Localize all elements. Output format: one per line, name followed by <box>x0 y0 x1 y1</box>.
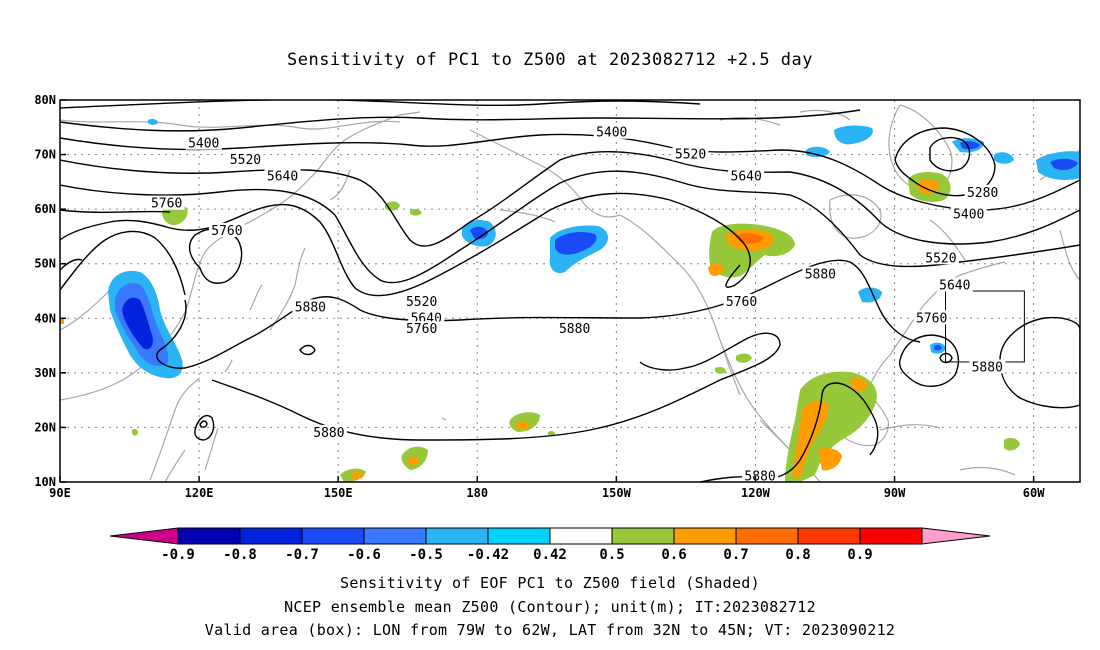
contour-label-bg <box>310 424 347 439</box>
contour-label: 5640 <box>267 169 298 184</box>
axis-ticks: 90E 120E 150E 180 150W 120W 90W 60W 10N 20N 30N 40N… <box>34 93 1045 500</box>
contour-label-bg <box>556 321 593 336</box>
contour-label-bg <box>964 184 1001 199</box>
contour-label: 5880 <box>805 268 836 283</box>
colorbar-segment <box>301 527 365 545</box>
lon-tick-label: 120E <box>185 486 214 500</box>
contour-label-bg <box>913 310 950 325</box>
contour-label-bg <box>292 299 329 314</box>
contour-label-bg <box>227 152 264 167</box>
contour-label: 5520 <box>406 295 437 310</box>
colorbar-segment <box>425 527 489 545</box>
colorbar-label: 0.6 <box>661 547 686 563</box>
colorbar-segment <box>797 527 861 545</box>
lat-tick-label: 60N <box>34 202 56 216</box>
colorbar-low-triangle <box>109 527 179 545</box>
colorbar-label: 0.7 <box>723 547 748 563</box>
colorbar-segment <box>735 527 799 545</box>
contour-label-bg <box>723 293 760 308</box>
contour-labels: 5400 5520 5640 5760 5760 5880 5520 5640 5760 5880… <box>148 124 1006 485</box>
contour-label-bg <box>264 168 301 183</box>
contour-label-bg <box>408 310 445 325</box>
contour-label-bg <box>593 124 630 139</box>
caption-line-1: Sensitivity of EOF PC1 to Z500 field (Sh… <box>340 574 760 592</box>
contour-label-bg <box>728 168 765 183</box>
colorbar-label: -0.8 <box>223 547 257 563</box>
lon-tick-label: 150W <box>602 486 632 500</box>
colorbar-label: -0.5 <box>409 547 443 563</box>
contour-label-bg <box>185 135 222 150</box>
contour-label-bg <box>922 250 959 265</box>
contour-label-bg <box>969 359 1006 374</box>
contour-label: 5760 <box>211 224 242 239</box>
contour-label: 5520 <box>230 153 261 168</box>
colorbar-high-triangle <box>921 527 991 545</box>
caption-line-3: Valid area (box): LON from 79W to 62W, L… <box>204 621 896 639</box>
contour-label: 5400 <box>953 208 984 223</box>
contour-label: 5760 <box>151 197 182 212</box>
colorbar: -0.9 -0.8 -0.7 -0.6 -0.5 -0.42 0.42 0.5 0.6 0.7 0.… <box>109 527 991 563</box>
colorbar-label: 0.9 <box>847 547 872 563</box>
contour-label: 5880 <box>295 300 326 315</box>
colorbar-segment <box>859 527 923 545</box>
contour-label: 5760 <box>916 311 947 326</box>
contour-label-bg <box>208 222 245 237</box>
colorbar-label: 0.5 <box>599 547 624 563</box>
contour-label-bg <box>148 195 185 210</box>
contour-label-bg <box>672 146 709 161</box>
colorbar-label: 0.8 <box>785 547 810 563</box>
colorbar-segment <box>673 527 737 545</box>
contour-label-bg <box>403 293 440 308</box>
lat-tick-label: 50N <box>34 257 56 271</box>
colorbar-label: -0.42 <box>467 547 509 563</box>
lon-tick-label: 180 <box>466 486 488 500</box>
colorbar-segment <box>239 527 303 545</box>
lat-tick-label: 80N <box>34 93 56 107</box>
contour-label: 5400 <box>188 137 219 152</box>
sensitivity-shading <box>60 119 1080 482</box>
colorbar-segment <box>363 527 427 545</box>
contour-label: 5880 <box>972 360 1003 375</box>
lon-tick-label: 120W <box>741 486 771 500</box>
contour-label-bg <box>403 321 440 336</box>
contour-label: 5640 <box>939 279 970 294</box>
contour-label: 5880 <box>559 322 590 337</box>
contour-label-bg <box>936 277 973 292</box>
contour-label: 5520 <box>925 251 956 266</box>
lon-tick-label: 150E <box>324 486 353 500</box>
colorbar-segment <box>487 527 551 545</box>
lon-tick-label: 90W <box>884 486 906 500</box>
contour-label-bg <box>742 468 779 482</box>
contour-label: 5520 <box>675 148 706 163</box>
lat-tick-label: 20N <box>34 420 56 434</box>
contour-label-bg <box>802 266 839 281</box>
contour-label: 5760 <box>406 322 437 337</box>
contour-label: 5280 <box>967 186 998 201</box>
contour-label: 5640 <box>731 169 762 184</box>
colorbar-label: -0.6 <box>347 547 381 563</box>
contour-label: 5880 <box>313 426 344 441</box>
map-frame <box>59 99 1081 483</box>
lat-tick-label: 30N <box>34 366 56 380</box>
colorbar-segment <box>611 527 675 545</box>
colorbar-segment <box>177 527 241 545</box>
lon-tick-label: 60W <box>1023 486 1045 500</box>
colorbar-segment <box>549 527 613 545</box>
contour-label: 5400 <box>596 126 627 141</box>
colorbar-label: -0.9 <box>161 547 195 563</box>
map-title: Sensitivity of PC1 to Z500 at 2023082712… <box>286 50 813 70</box>
caption-line-2: NCEP ensemble mean Z500 (Contour); unit(… <box>284 598 816 616</box>
colorbar-label: -0.7 <box>285 547 319 563</box>
lat-tick-label: 40N <box>34 311 56 325</box>
z500-contours <box>60 100 1080 482</box>
contour-label: 5880 <box>744 470 775 485</box>
lat-tick-label: 10N <box>34 475 56 489</box>
lon-tick-label: 90E <box>49 486 71 500</box>
contour-label-bg <box>950 206 987 221</box>
contour-label: 5760 <box>726 295 757 310</box>
colorbar-label: 0.42 <box>533 547 567 563</box>
lat-tick-label: 70N <box>34 148 56 162</box>
